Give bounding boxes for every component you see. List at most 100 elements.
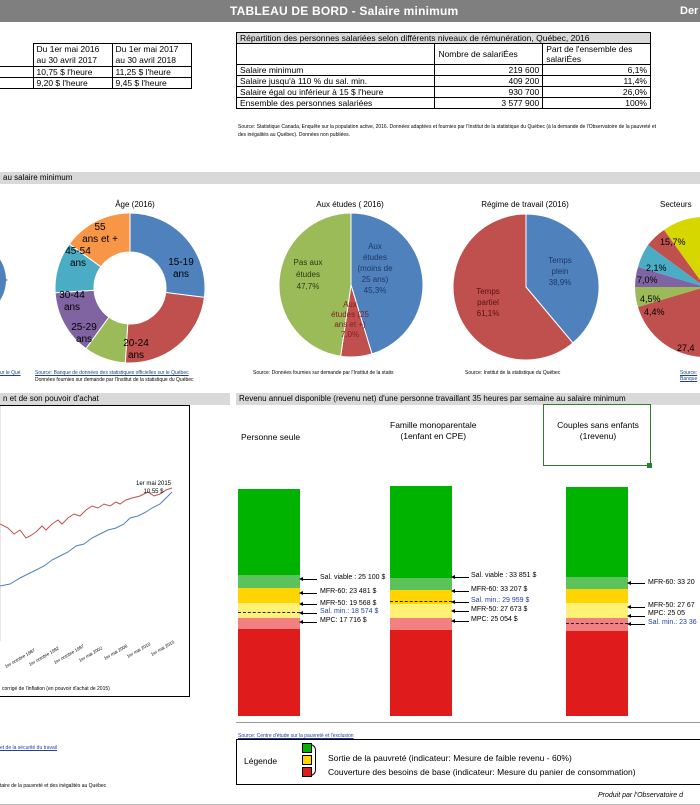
dist-row-label: Salaire jusqu'à 110 % du sal. min. bbox=[235, 75, 436, 87]
dist-row-count: 219 600 bbox=[434, 64, 544, 76]
distribution-table-title: Répartition des personnes salariées selo… bbox=[236, 32, 651, 44]
legend-swatch-yellow bbox=[302, 755, 312, 765]
count-header: Nombre de salariÉes bbox=[434, 43, 544, 65]
dist-row-label: Salaire égal ou inférieur à 15 $ l'heure bbox=[235, 86, 436, 98]
min-wage-line bbox=[238, 612, 300, 613]
resize-handle[interactable] bbox=[647, 463, 652, 468]
h2-label: Sal. viable : 33 851 $ bbox=[471, 572, 537, 579]
h3-label: MFR-60: 33 20 bbox=[648, 579, 695, 586]
h3-label: Sal. min.: 23 36 bbox=[648, 619, 697, 626]
section-bar-wage-history: n et de son pouvoir d'achat bbox=[0, 393, 230, 405]
regime-slice bbox=[452, 213, 574, 361]
age-slice-label: 15-19 ans bbox=[168, 257, 194, 280]
section-bar-profile: au salaire minimum bbox=[0, 172, 700, 184]
sector-label: 4,4% bbox=[644, 307, 665, 317]
regime-chart-title: Régime de travail (2016) bbox=[481, 200, 569, 209]
left-source-note: Données fournies sur demande par l'Insti… bbox=[35, 377, 194, 383]
arrow-icon bbox=[451, 575, 469, 579]
dist-row-count: 409 200 bbox=[434, 75, 544, 87]
age-slice bbox=[68, 212, 131, 268]
left-bottom-source-2: taire de la pauvreté et des inégalités a… bbox=[0, 783, 107, 789]
h3-label: MPC: 25 05 bbox=[648, 610, 685, 617]
study-label-b: Aux études (25 ans et +) 7,0% bbox=[331, 300, 369, 339]
h2-label: MFR-60: 33 207 $ bbox=[471, 586, 528, 593]
header-right-text: Der bbox=[680, 5, 699, 17]
dashboard-header: TABLEAU DE BORD - Salaire minimum Der bbox=[0, 0, 700, 22]
legend-box bbox=[236, 739, 700, 785]
h1-label: Sal. min.: 18 574 $ bbox=[320, 608, 379, 615]
sector-chart-title: Secteurs bbox=[660, 200, 692, 209]
wage-cell: 11,25 $ l'heure bbox=[111, 66, 192, 78]
dist-row-share: 11,4% bbox=[542, 75, 651, 87]
arrow-icon bbox=[299, 620, 317, 624]
h1-label: MPC: 17 716 $ bbox=[320, 617, 367, 624]
wage-cell: 9,45 $ l'heure bbox=[111, 77, 192, 89]
sector-label: 27,4 bbox=[677, 343, 695, 353]
legend-swatch-green bbox=[302, 743, 312, 753]
sector-label: 4,5% bbox=[640, 294, 661, 304]
xtick-label: 1er mai 2006 bbox=[103, 643, 129, 661]
legend-item-basic-needs: Couverture des besoins de base (indicate… bbox=[328, 767, 636, 777]
sector-pie-partial bbox=[635, 217, 700, 357]
study-source: Source: Données fournies sur demande par… bbox=[253, 370, 394, 376]
arrow-icon bbox=[627, 605, 645, 609]
household-bar-single-parent bbox=[390, 486, 452, 716]
study-chart-title: Aux études ( 2016) bbox=[316, 200, 384, 209]
xtick-label: 1er mai 2015 bbox=[150, 640, 176, 657]
household-bar-couple bbox=[566, 487, 628, 716]
produced-by: Produit par l'Observatoire d bbox=[598, 792, 683, 799]
dist-row-count: 930 700 bbox=[434, 86, 544, 98]
h2-label: MPC: 25 054 $ bbox=[471, 616, 518, 623]
line-chart-xticks: 1er octobre 1987 1er octobre 1992 1er oc… bbox=[4, 640, 176, 669]
xtick-label: 1er mai 2010 bbox=[126, 641, 152, 659]
wage-col-2-header: Du 1er mai 2017 au 30 avril 2018 bbox=[111, 43, 192, 67]
section-bar-income: Revenu annuel disponible (revenu net) d'… bbox=[236, 393, 700, 405]
study-pie-chart bbox=[278, 212, 424, 358]
age-chart-title: Âge (2016) bbox=[115, 200, 155, 209]
share-header: Part de l'ensemble des salariÉes bbox=[542, 43, 651, 65]
household-title-single-parent: Famille monoparentale (1enfant en CPE) bbox=[390, 420, 477, 441]
line-chart-footnote: corrigé de l'inflation (en pouvoir d'ach… bbox=[2, 686, 110, 692]
age-slice-label: 55 ans et + bbox=[82, 222, 118, 245]
study-slice bbox=[350, 212, 424, 355]
h1-label: MFR-50: 19 568 $ bbox=[320, 600, 377, 607]
dist-row-share: 6,1% bbox=[542, 64, 651, 76]
household-title-couple-box[interactable] bbox=[543, 404, 651, 466]
arrow-icon bbox=[627, 581, 645, 585]
study-label-a: Aux études (moins de 25 ans) 45,3% bbox=[357, 242, 393, 295]
h1-label: Sal. viable : 25 100 $ bbox=[320, 574, 386, 581]
dist-row-count: 3 577 900 bbox=[434, 97, 544, 109]
min-wage-line bbox=[566, 623, 628, 624]
age-slice-label: 20-24 ans bbox=[123, 338, 149, 361]
regime-slice bbox=[525, 213, 600, 344]
legend-item-poverty-exit: Sortie de la pauvreté (indicateur: Mesur… bbox=[328, 753, 572, 763]
arrow-icon bbox=[299, 577, 317, 581]
sector-label: 15,7% bbox=[660, 237, 686, 247]
sector-label: 7,0% bbox=[637, 275, 658, 285]
sector-source[interactable]: Source: Banque bbox=[680, 370, 698, 382]
distribution-table: Répartition des personnes salariées selo… bbox=[235, 32, 651, 109]
arrow-icon bbox=[451, 619, 469, 623]
dist-row-share: 26,0% bbox=[542, 86, 651, 98]
left-source-link[interactable]: Source: Banque de données des statistiqu… bbox=[35, 370, 189, 376]
age-slice bbox=[124, 291, 205, 364]
left-bottom-source-1[interactable]: et de la sécurité du travail bbox=[0, 745, 57, 751]
bottom-source[interactable]: Source: Centre d'étude sur la pauvreté e… bbox=[238, 733, 354, 739]
arrow-icon bbox=[627, 622, 645, 626]
household-title-single: Personne seule bbox=[241, 432, 301, 442]
left-source-fragment: ur le Qué bbox=[0, 370, 21, 376]
dist-row-label: Ensemble des personnes salariées bbox=[235, 97, 436, 109]
regime-source: Source: Institut de la statistique du Qu… bbox=[465, 370, 561, 376]
h2-label: Sal. min.: 29 959 $ bbox=[471, 597, 530, 604]
partial-pie-left bbox=[0, 259, 8, 301]
line-chart-annotation: 1er mai 2015 10,55 $ bbox=[136, 481, 172, 495]
arrow-icon bbox=[299, 611, 317, 615]
wage-line-chart-frame bbox=[0, 405, 190, 697]
wage-col-1-header: Du 1er mai 2016 au 30 avril 2017 bbox=[32, 43, 113, 67]
divider bbox=[236, 722, 700, 723]
wage-table: Du 1er mai 2016 au 30 avril 2017 Du 1er m… bbox=[0, 43, 192, 89]
study-slice bbox=[278, 212, 352, 357]
dist-row-share: 100% bbox=[542, 97, 651, 109]
age-slice-label: 45-54 ans bbox=[65, 246, 91, 269]
wage-line-chart bbox=[0, 406, 173, 641]
